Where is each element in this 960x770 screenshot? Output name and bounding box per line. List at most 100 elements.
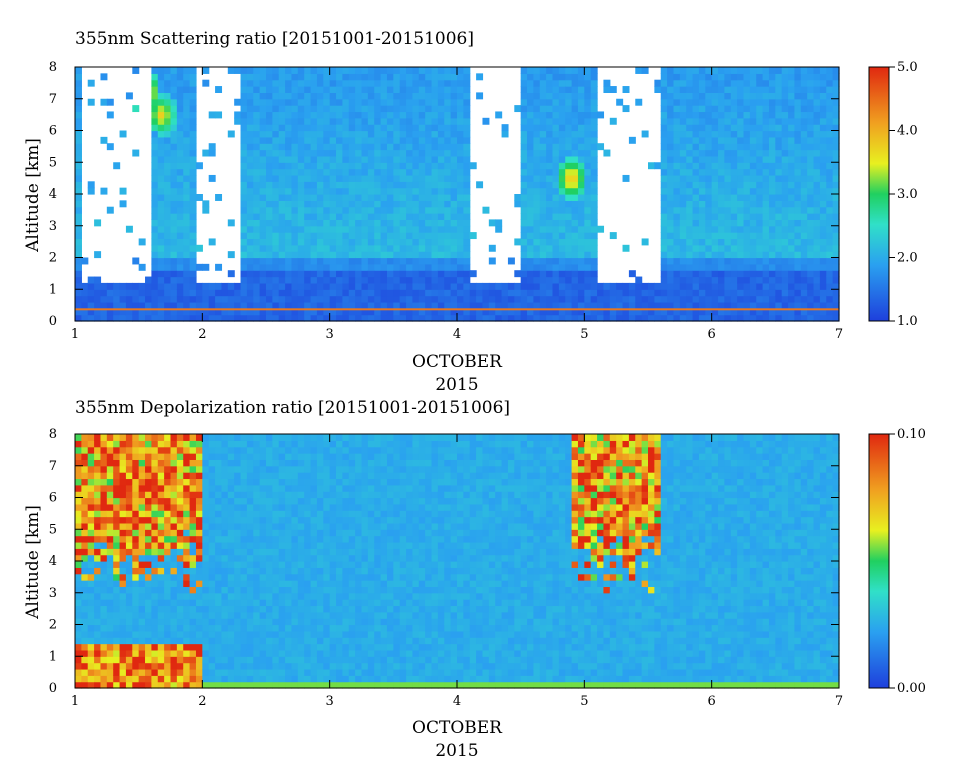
heatmap-cell xyxy=(157,453,165,460)
heatmap-cell xyxy=(374,187,382,195)
heatmap-cell xyxy=(546,276,554,284)
heatmap-cell xyxy=(730,289,738,297)
heatmap-cell xyxy=(667,244,675,252)
heatmap-cell xyxy=(164,586,172,594)
heatmap-cell xyxy=(208,111,216,119)
heatmap-cell xyxy=(399,149,407,157)
heatmap-cell xyxy=(437,162,445,170)
heatmap-cell xyxy=(444,136,452,144)
heatmap-cell xyxy=(794,200,802,208)
heatmap-cell xyxy=(412,111,420,119)
heatmap-cell xyxy=(768,105,776,113)
heatmap-cell xyxy=(94,459,102,467)
heatmap-cell xyxy=(692,73,700,81)
heatmap-cell xyxy=(246,86,254,93)
heatmap-cell xyxy=(323,213,331,220)
heatmap-cell xyxy=(87,637,95,645)
heatmap-cell xyxy=(819,219,827,227)
heatmap-cell xyxy=(316,263,324,271)
heatmap-cell xyxy=(444,187,452,195)
heatmap-cell xyxy=(590,111,598,119)
heatmap-cell xyxy=(367,181,375,189)
heatmap-cell xyxy=(584,174,592,182)
heatmap-cell xyxy=(444,225,452,233)
heatmap-cell xyxy=(227,308,235,316)
heatmap-cell xyxy=(75,472,82,480)
heatmap-cell xyxy=(234,98,242,106)
heatmap-cell xyxy=(367,86,375,93)
heatmap-cell xyxy=(106,611,114,619)
heatmap-cell xyxy=(527,219,534,227)
heatmap-cell xyxy=(266,301,273,309)
heatmap-cell xyxy=(800,181,808,189)
heatmap-cell xyxy=(285,155,293,163)
heatmap-cell xyxy=(304,225,312,233)
heatmap-cell xyxy=(800,232,808,240)
heatmap-cell xyxy=(718,270,725,278)
heatmap-cell xyxy=(718,301,725,309)
heatmap-cell xyxy=(622,282,630,290)
heatmap-cell xyxy=(342,136,350,144)
heatmap-cell xyxy=(132,308,140,316)
heatmap-cell xyxy=(800,155,808,163)
heatmap-cell xyxy=(361,251,369,259)
heatmap-cell xyxy=(246,541,254,549)
heatmap-cell xyxy=(202,289,210,297)
heatmap-cell xyxy=(367,282,375,290)
heatmap-cell xyxy=(189,637,197,645)
heatmap-cell xyxy=(584,67,592,74)
heatmap-cell xyxy=(189,206,197,214)
heatmap-cell xyxy=(75,624,82,632)
heatmap-cell xyxy=(170,270,178,278)
heatmap-cell xyxy=(157,554,165,562)
heatmap-cell xyxy=(444,117,452,125)
heatmap-cell xyxy=(246,98,254,106)
heatmap-cell xyxy=(355,136,363,144)
heatmap-cell xyxy=(412,168,420,176)
heatmap-cell xyxy=(743,181,751,189)
heatmap-cell xyxy=(546,295,554,303)
heatmap-cell xyxy=(667,238,675,246)
heatmap-cell xyxy=(259,213,267,220)
heatmap-cell xyxy=(100,73,108,81)
heatmap-cell xyxy=(132,67,140,74)
heatmap-cell xyxy=(539,105,547,113)
heatmap-cell xyxy=(138,535,146,543)
heatmap-cell xyxy=(584,194,592,201)
heatmap-cell xyxy=(202,611,210,619)
heatmap-cell xyxy=(208,662,216,670)
heatmap-cell xyxy=(558,86,566,93)
heatmap-cell xyxy=(176,143,184,151)
heatmap-cell xyxy=(240,136,248,144)
heatmap-cell xyxy=(768,117,776,125)
heatmap-cell xyxy=(81,478,89,486)
heatmap-cell xyxy=(698,225,706,233)
heatmap-cell xyxy=(164,79,172,87)
heatmap-cell xyxy=(558,111,566,119)
heatmap-cell xyxy=(457,308,464,316)
heatmap-cell xyxy=(584,238,592,246)
heatmap-cell xyxy=(743,257,751,265)
heatmap-cell xyxy=(654,162,662,170)
heatmap-cell xyxy=(304,263,312,271)
heatmap-cell xyxy=(584,117,592,125)
heatmap-cell xyxy=(176,446,184,454)
heatmap-cell xyxy=(246,662,254,670)
heatmap-cell xyxy=(266,244,273,252)
heatmap-cell xyxy=(246,624,254,632)
heatmap-cell xyxy=(520,79,528,87)
heatmap-cell xyxy=(527,143,534,151)
heatmap-cell xyxy=(234,289,242,297)
heatmap-cell xyxy=(813,301,821,309)
heatmap-cell xyxy=(253,308,261,316)
heatmap-cell xyxy=(819,270,827,278)
heatmap-cell xyxy=(648,162,655,170)
heatmap-cell xyxy=(348,244,356,252)
heatmap-cell xyxy=(355,181,363,189)
heatmap-cell xyxy=(246,308,254,316)
heatmap-cell xyxy=(164,656,172,664)
heatmap-cell xyxy=(81,434,89,441)
heatmap-cell xyxy=(240,637,248,645)
heatmap-cell xyxy=(367,143,375,151)
heatmap-cell xyxy=(514,301,522,309)
